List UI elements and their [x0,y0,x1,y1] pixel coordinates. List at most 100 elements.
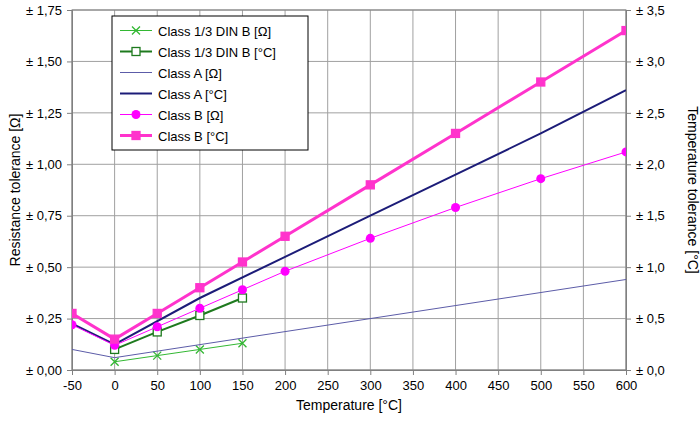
data-point [153,322,162,331]
tick-mark [67,164,72,165]
y2-axis-line [627,11,632,371]
tick: 400 [445,370,467,393]
chart-svg: -50050100150200250300350400450500550600±… [0,0,700,425]
tick: ± 0,25 [26,311,72,326]
tick-label: ± 0,5 [636,311,665,326]
data-point [452,129,460,137]
tick-label: 250 [317,378,339,393]
tick-mark [67,113,72,114]
tick-label: 50 [150,378,164,393]
data-point [622,147,627,156]
legend-label: Class B [Ω] [158,108,223,123]
tick: 500 [530,370,552,393]
tick: 100 [189,370,211,393]
series [72,279,626,357]
tick-label: -50 [63,378,82,393]
data-point [153,309,161,317]
tick-mark [626,267,631,268]
tick: ± 0,0 [626,363,665,378]
data-point [111,335,119,343]
series-line [115,298,243,349]
grid-line-x [412,10,413,370]
data-point [366,181,374,189]
y-axis: ± 0,00± 0,25± 0,50± 0,75± 1,00± 1,25± 1,… [26,3,73,378]
data-point [196,284,204,292]
series-line [115,343,243,362]
tick: 50 [150,370,164,393]
legend-entry: Class B [Ω] [120,108,223,123]
data-point [281,232,289,240]
tick: 150 [232,370,254,393]
tick-mark [200,370,201,375]
legend-entry: Class 1/3 DIN B [Ω] [120,24,271,39]
tick-label: ± 1,75 [26,3,62,18]
tick: 250 [317,370,339,393]
grid [72,10,626,370]
tick-label: 550 [573,378,595,393]
data-point [537,78,545,86]
x-axis-line [73,371,627,376]
grid-line-x [327,10,328,370]
tick-label: 0 [111,378,118,393]
tick-mark [626,164,631,165]
grid-line-x [455,10,456,370]
data-point [196,345,204,353]
tick: 0 [111,370,118,393]
x-axis-title: Temperature [°C] [296,397,402,413]
tick-label: ± 3,5 [636,3,665,18]
data-point [451,203,460,212]
tick: ± 2,5 [626,106,665,121]
tick-mark [626,216,631,217]
tick-mark [67,319,72,320]
data-point [72,320,77,329]
y-axis-title: Resistance tolerance [Ω] [7,114,23,267]
series-line [72,152,626,345]
tick-mark [67,370,72,371]
legend-swatch [120,93,152,95]
legend-label: Class 1/3 DIN B [°C] [158,45,276,60]
tick: ± 0,50 [26,260,72,275]
legend-label: Class A [Ω] [158,66,222,81]
legend: Class 1/3 DIN B [Ω] Class 1/3 DIN B [°C] C… [112,16,308,150]
grid-line-x [540,10,541,370]
series [72,147,626,349]
tick-label: ± 1,5 [636,208,665,223]
y2-axis-title: Temperature tolerance [°C] [685,106,700,273]
tick: ± 1,75 [26,3,72,18]
grid-line-x [370,10,371,370]
tick-mark [157,370,158,375]
tick-label: ± 2,0 [636,157,665,172]
legend-label: Class A [°C] [158,87,227,102]
tick-label: ± 2,5 [636,106,665,121]
tick: -50 [63,370,82,393]
tick-mark [370,370,371,375]
tick: 200 [275,370,297,393]
tick: ± 0,00 [26,363,72,378]
data-point [238,258,246,266]
plot-frame [72,10,626,370]
tick-label: 200 [275,378,297,393]
tick: 550 [573,370,595,393]
tick-mark [413,370,414,375]
tick-label: ± 1,25 [26,106,62,121]
data-point [72,309,76,317]
tick-mark [626,10,631,11]
tick: ± 2,0 [626,157,665,172]
data-point [281,267,290,276]
legend-entry: Class B [°C] [120,129,228,144]
tick-mark [67,10,72,11]
tick-mark [626,370,631,371]
tick-label: ± 1,0 [636,260,665,275]
data-point [536,174,545,183]
series-line [72,279,626,357]
tick-label: 350 [403,378,425,393]
tick-label: 400 [445,378,467,393]
tick-label: ± 3,0 [636,54,665,69]
tick: ± 1,50 [26,54,72,69]
data-point [195,304,204,313]
data-point [238,294,246,302]
grid-line-x [498,10,499,370]
tick: 300 [360,370,382,393]
plot-background [72,10,626,370]
tick-label: 500 [530,378,552,393]
